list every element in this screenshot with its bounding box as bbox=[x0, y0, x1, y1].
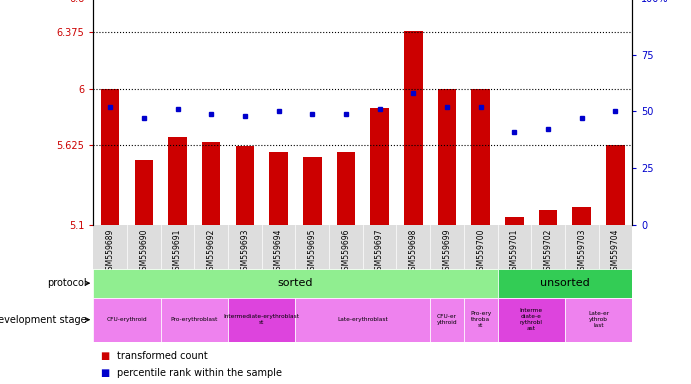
Text: GSM559689: GSM559689 bbox=[106, 228, 115, 275]
Text: GSM559704: GSM559704 bbox=[611, 228, 620, 275]
Bar bbox=[135, 160, 153, 225]
Text: GSM559696: GSM559696 bbox=[341, 228, 350, 275]
Bar bbox=[471, 89, 490, 225]
Text: GSM559702: GSM559702 bbox=[544, 228, 553, 275]
Text: development stage: development stage bbox=[0, 314, 86, 325]
Bar bbox=[539, 210, 558, 225]
Bar bbox=[168, 137, 187, 225]
Bar bbox=[404, 31, 423, 225]
Bar bbox=[337, 152, 355, 225]
Text: GSM559703: GSM559703 bbox=[577, 228, 586, 275]
Bar bbox=[498, 298, 565, 342]
Text: GSM559693: GSM559693 bbox=[240, 228, 249, 275]
Text: GSM559697: GSM559697 bbox=[375, 228, 384, 275]
Bar bbox=[101, 89, 120, 225]
Bar bbox=[269, 152, 288, 225]
Bar bbox=[296, 298, 430, 342]
Text: CFU-er
ythroid: CFU-er ythroid bbox=[437, 314, 457, 325]
Text: percentile rank within the sample: percentile rank within the sample bbox=[117, 368, 283, 378]
Text: transformed count: transformed count bbox=[117, 351, 208, 361]
Bar bbox=[498, 269, 632, 298]
Text: GSM559690: GSM559690 bbox=[140, 228, 149, 275]
Text: GSM559691: GSM559691 bbox=[173, 228, 182, 275]
Bar bbox=[437, 89, 456, 225]
Text: Intermediate-erythroblast
st: Intermediate-erythroblast st bbox=[224, 314, 300, 325]
Text: Late-erythroblast: Late-erythroblast bbox=[337, 317, 388, 322]
Bar bbox=[572, 207, 591, 225]
Text: sorted: sorted bbox=[278, 278, 313, 288]
Text: ■: ■ bbox=[100, 368, 109, 378]
Text: unsorted: unsorted bbox=[540, 278, 589, 288]
Text: ■: ■ bbox=[100, 351, 109, 361]
Text: protocol: protocol bbox=[47, 278, 86, 288]
Text: GSM559694: GSM559694 bbox=[274, 228, 283, 275]
Bar bbox=[370, 108, 389, 225]
Bar bbox=[160, 298, 228, 342]
Bar bbox=[606, 145, 625, 225]
Bar bbox=[303, 157, 321, 225]
Bar bbox=[464, 298, 498, 342]
Bar bbox=[565, 298, 632, 342]
Text: GSM559700: GSM559700 bbox=[476, 228, 485, 275]
Text: GSM559701: GSM559701 bbox=[510, 228, 519, 275]
Text: GSM559698: GSM559698 bbox=[409, 228, 418, 275]
Bar bbox=[202, 142, 220, 225]
Bar bbox=[228, 298, 296, 342]
Text: GSM559695: GSM559695 bbox=[307, 228, 316, 275]
Text: Pro-erythroblast: Pro-erythroblast bbox=[171, 317, 218, 322]
Text: CFU-erythroid: CFU-erythroid bbox=[106, 317, 147, 322]
Text: GSM559692: GSM559692 bbox=[207, 228, 216, 275]
Bar bbox=[236, 146, 254, 225]
Bar bbox=[93, 298, 160, 342]
Text: Interme
diate-e
rythrobl
ast: Interme diate-e rythrobl ast bbox=[520, 308, 542, 331]
Bar bbox=[430, 298, 464, 342]
Text: GSM559699: GSM559699 bbox=[442, 228, 451, 275]
Text: Late-er
ythrob
last: Late-er ythrob last bbox=[588, 311, 609, 328]
Bar bbox=[505, 217, 524, 225]
Bar bbox=[93, 269, 498, 298]
Text: Pro-ery
throba
st: Pro-ery throba st bbox=[470, 311, 491, 328]
